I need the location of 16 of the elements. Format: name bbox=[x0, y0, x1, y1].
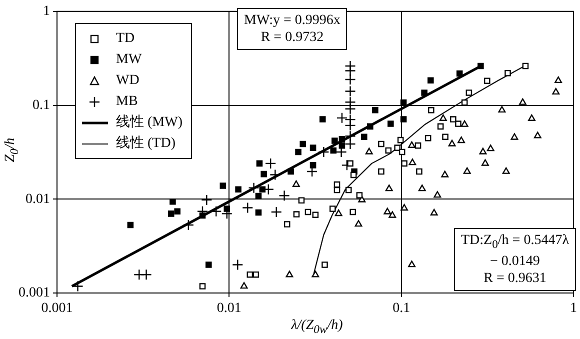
legend-label: MB bbox=[116, 93, 138, 111]
y-tick-label: 0.001 bbox=[18, 286, 50, 301]
x-tick-label: 1 bbox=[570, 301, 577, 316]
y-tick-label: 0.1 bbox=[32, 98, 50, 113]
x-tick-label: 0.1 bbox=[392, 301, 410, 316]
y-tick-label: 0.01 bbox=[26, 192, 50, 207]
x-tick-label: 0.01 bbox=[216, 301, 242, 316]
annotation: TD:Z$_{0}$/h = 0.5447λ − 0.0149 R = 0.9631 bbox=[460, 232, 569, 287]
legend-label: 线性 (MW) bbox=[116, 114, 182, 132]
legend-label: MW bbox=[116, 51, 142, 69]
annotation: MW:y = 0.9996x R = 0.9732 bbox=[244, 12, 340, 46]
x-axis-title: λ/(Z$_{0w}$/h) bbox=[291, 318, 343, 336]
legend-label: WD bbox=[116, 72, 140, 90]
legend-label: TD bbox=[116, 30, 135, 48]
legend-label: 线性 (TD) bbox=[116, 134, 176, 153]
y-tick-label: 1 bbox=[43, 4, 50, 20]
